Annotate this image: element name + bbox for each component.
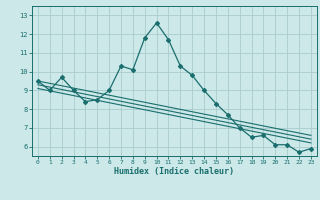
X-axis label: Humidex (Indice chaleur): Humidex (Indice chaleur) — [115, 167, 234, 176]
